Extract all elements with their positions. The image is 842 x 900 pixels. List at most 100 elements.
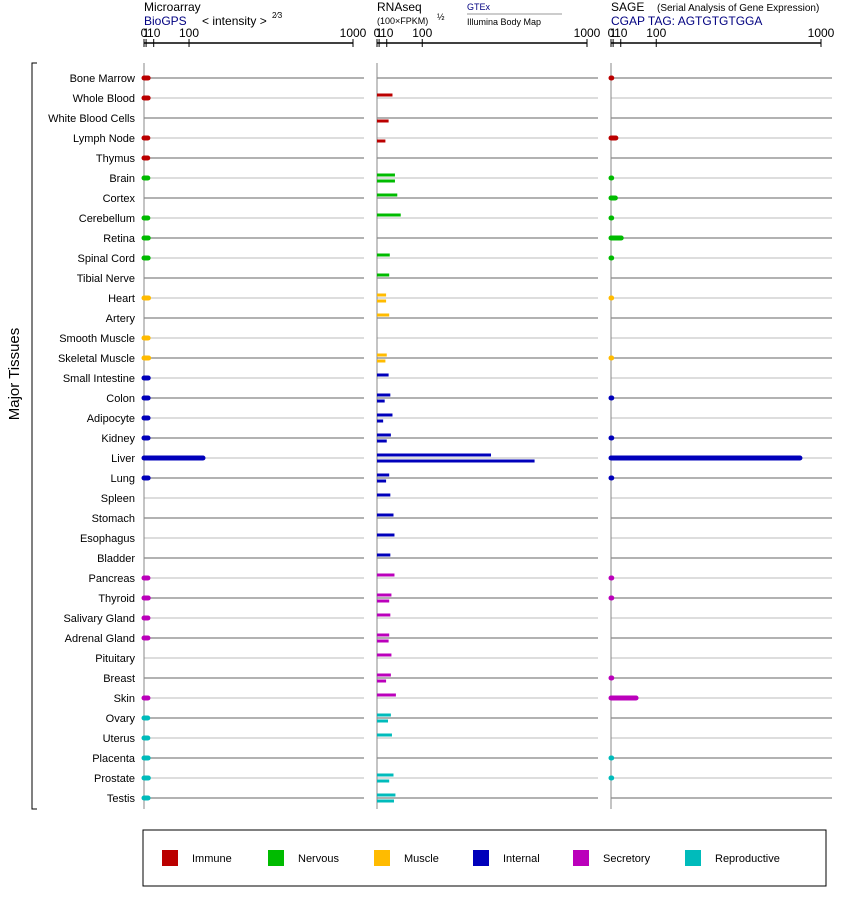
tissue-label: Skin — [114, 693, 135, 705]
tissue-label: Placenta — [92, 753, 136, 765]
tissue-label: Tibial Nerve — [77, 273, 135, 285]
ibm-bar — [377, 679, 387, 683]
rnaseq-tick-label: 1000 — [574, 26, 601, 40]
legend: Immune Nervous Muscle Internal Secretory… — [142, 829, 827, 887]
tissue-label: Thymus — [96, 153, 136, 165]
tissue-label: Small Intestine — [63, 373, 135, 385]
tissue-label: Ovary — [106, 713, 136, 725]
grid-layer — [144, 77, 832, 799]
ibm-bar — [377, 479, 387, 483]
legend-swatch-reproductive — [685, 850, 701, 866]
rnaseq-unit: (100×FPKM) — [377, 16, 428, 26]
gtex-bar — [377, 773, 394, 777]
tissue-label: Retina — [103, 233, 136, 245]
tissue-labels: Bone Marrow Whole Blood White Blood Cells L… — [48, 73, 136, 805]
rnaseq-tick-label: 10 — [380, 26, 394, 40]
ibm-bar — [377, 459, 535, 463]
ibm-bar — [377, 419, 384, 423]
gtex-bar — [377, 253, 390, 257]
gtex-bar — [377, 213, 401, 217]
ibm-bar — [377, 179, 395, 183]
y-axis-bracket — [31, 62, 37, 810]
legend-swatch-internal — [473, 850, 489, 866]
tissue-label: Stomach — [92, 513, 135, 525]
legend-label-muscle: Muscle — [404, 853, 439, 865]
tissue-label: Spinal Cord — [78, 253, 135, 265]
sage-tick-label: 100 — [646, 26, 666, 40]
gtex-bar — [377, 373, 389, 377]
ibm-bar — [377, 299, 387, 303]
legend-swatch-nervous — [268, 850, 284, 866]
tissue-label: Smooth Muscle — [59, 333, 135, 345]
gtex-bar — [377, 293, 387, 297]
gtex-bar — [377, 493, 391, 497]
gtex-bar — [377, 513, 394, 517]
gtex-bar — [377, 673, 391, 677]
legend-label-reproductive: Reproductive — [715, 853, 780, 865]
sage-title: SAGE — [611, 0, 644, 14]
tissue-label: Brain — [109, 173, 135, 185]
ibm-bar — [377, 139, 386, 143]
gtex-bar — [377, 313, 390, 317]
gtex-source-link[interactable]: GTEx — [467, 2, 491, 12]
gtex-bar — [377, 473, 390, 477]
gtex-bar — [377, 553, 391, 557]
tissue-label: Bladder — [97, 553, 135, 565]
legend-label-immune: Immune — [192, 853, 232, 865]
tissue-label: Breast — [103, 673, 135, 685]
tissue-label: Thyroid — [98, 593, 135, 605]
microarray-tick-label: 10 — [147, 26, 161, 40]
rnaseq-title: RNAseq — [377, 0, 422, 14]
sage-title-note: (Serial Analysis of Gene Expression) — [657, 3, 819, 14]
ibm-bar — [377, 119, 389, 123]
gtex-bar — [377, 173, 395, 177]
microarray-header: Microarray BioGPS < intensity > 2⁄3 — [144, 0, 283, 28]
ibm-bar — [377, 799, 394, 803]
gtex-bar — [377, 533, 395, 537]
ibm-source-label: Illumina Body Map — [467, 17, 541, 27]
tissue-label: Skeletal Muscle — [58, 353, 135, 365]
legend-swatch-muscle — [374, 850, 390, 866]
tissue-label: Adipocyte — [87, 413, 135, 425]
tissue-label: Lymph Node — [73, 133, 135, 145]
tissue-label: Salivary Gland — [63, 613, 135, 625]
gtex-bar — [377, 453, 492, 457]
gtex-bar — [377, 733, 392, 737]
gtex-bar — [377, 573, 395, 577]
gtex-bar — [377, 273, 390, 277]
legend-swatch-secretory — [573, 850, 589, 866]
ibm-bar — [377, 779, 390, 783]
microarray-subtitle: < intensity > — [202, 14, 267, 28]
ibm-bar — [377, 359, 386, 363]
gtex-bar — [377, 353, 387, 357]
tissue-label: Cerebellum — [79, 213, 135, 225]
sage-tick-label: 1 — [610, 26, 617, 40]
microarray-source-link[interactable]: BioGPS — [144, 14, 187, 28]
legend-label-nervous: Nervous — [298, 853, 339, 865]
tissue-label: Kidney — [101, 433, 135, 445]
microarray-tick-label: 1000 — [340, 26, 367, 40]
gtex-bar — [377, 713, 391, 717]
sage-header: SAGE (Serial Analysis of Gene Expression… — [611, 0, 819, 28]
tissue-label: Heart — [108, 293, 135, 305]
gtex-bar — [377, 593, 392, 597]
tissue-label: Spleen — [101, 493, 135, 505]
gtex-bar — [377, 93, 393, 97]
gtex-bar — [377, 193, 398, 197]
tissue-label: Lung — [111, 473, 135, 485]
tissue-label: Colon — [106, 393, 135, 405]
tissue-label: Prostate — [94, 773, 135, 785]
gtex-bar — [377, 633, 390, 637]
sage-source-link[interactable]: CGAP TAG: AGTGTGTGGA — [611, 14, 762, 28]
microarray-tick-label: 100 — [179, 26, 199, 40]
microarray-exponent: 2⁄3 — [272, 11, 283, 20]
tissue-label: Bone Marrow — [70, 73, 135, 85]
y-axis-label: Major Tissues — [6, 328, 23, 421]
ibm-bar — [377, 719, 389, 723]
tissue-label: Artery — [106, 313, 136, 325]
tissue-label: Uterus — [103, 733, 136, 745]
legend-label-internal: Internal — [503, 853, 540, 865]
tissue-label: Cortex — [103, 193, 136, 205]
rnaseq-tick-label: 100 — [412, 26, 432, 40]
gtex-bar — [377, 793, 396, 797]
